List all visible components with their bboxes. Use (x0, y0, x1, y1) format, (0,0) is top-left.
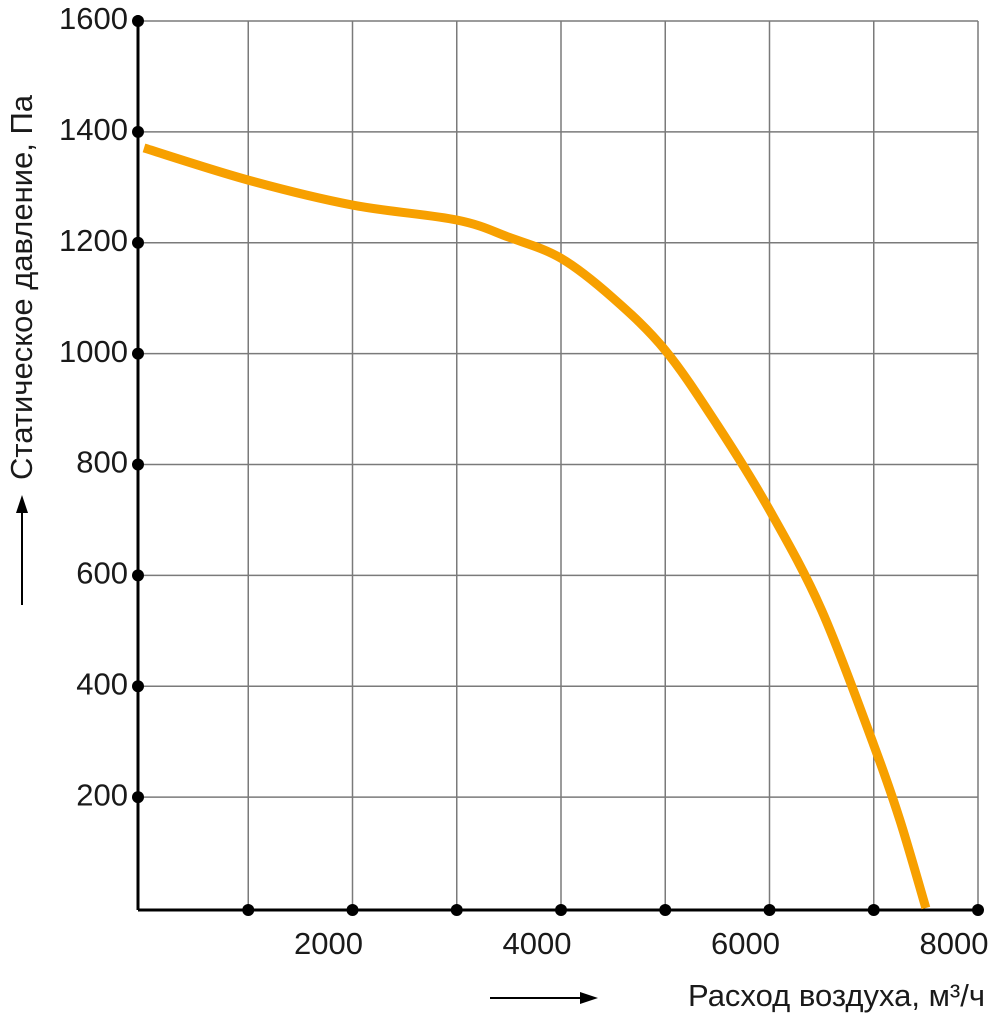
x-tick-dot (972, 904, 984, 916)
y-tick-dot (132, 458, 144, 471)
x-tick-dot (867, 904, 880, 916)
x-tick-label: 6000 (711, 926, 780, 961)
y-arrow-head (16, 495, 28, 513)
y-tick-label: 200 (76, 777, 128, 812)
x-tick-dot (450, 904, 463, 916)
y-tick-dot (132, 791, 144, 804)
y-tick-dot (132, 680, 144, 693)
x-tick-dot (242, 904, 255, 916)
x-tick-dot (555, 904, 567, 916)
x-tick-label: 4000 (503, 926, 572, 961)
y-tick-label: 400 (76, 666, 128, 701)
x-tick-label: 2000 (294, 926, 363, 961)
y-tick-dot (132, 125, 144, 138)
curve (142, 143, 931, 910)
y-tick-label: 1000 (59, 334, 128, 369)
x-axis-label: Расход воздуха, м³/ч (688, 978, 985, 1013)
x-arrow-head (580, 992, 598, 1004)
y-tick-label: 1400 (59, 112, 128, 147)
y-tick-label: 600 (76, 556, 128, 591)
x-tick-dot (346, 904, 359, 916)
y-tick-dot (132, 236, 144, 249)
y-tick-dot (132, 347, 144, 360)
y-tick-label: 1200 (59, 223, 128, 258)
y-tick-dot (132, 15, 144, 27)
x-tick-label: 8000 (920, 926, 989, 961)
y-tick-label: 1600 (59, 1, 128, 36)
y-tick-dot (132, 569, 144, 582)
x-tick-dot (659, 904, 672, 916)
x-tick-dot (763, 904, 776, 916)
y-tick-label: 800 (76, 445, 128, 480)
y-axis-label: Статическое давление, Па (4, 94, 39, 480)
